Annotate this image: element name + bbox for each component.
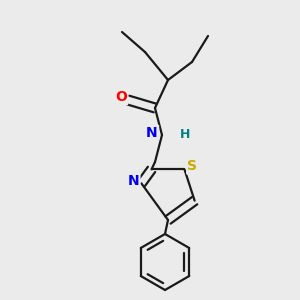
Text: N: N xyxy=(128,174,139,188)
Text: N: N xyxy=(146,126,158,140)
Text: S: S xyxy=(188,159,197,173)
Text: O: O xyxy=(115,90,127,104)
Text: H: H xyxy=(180,128,190,142)
